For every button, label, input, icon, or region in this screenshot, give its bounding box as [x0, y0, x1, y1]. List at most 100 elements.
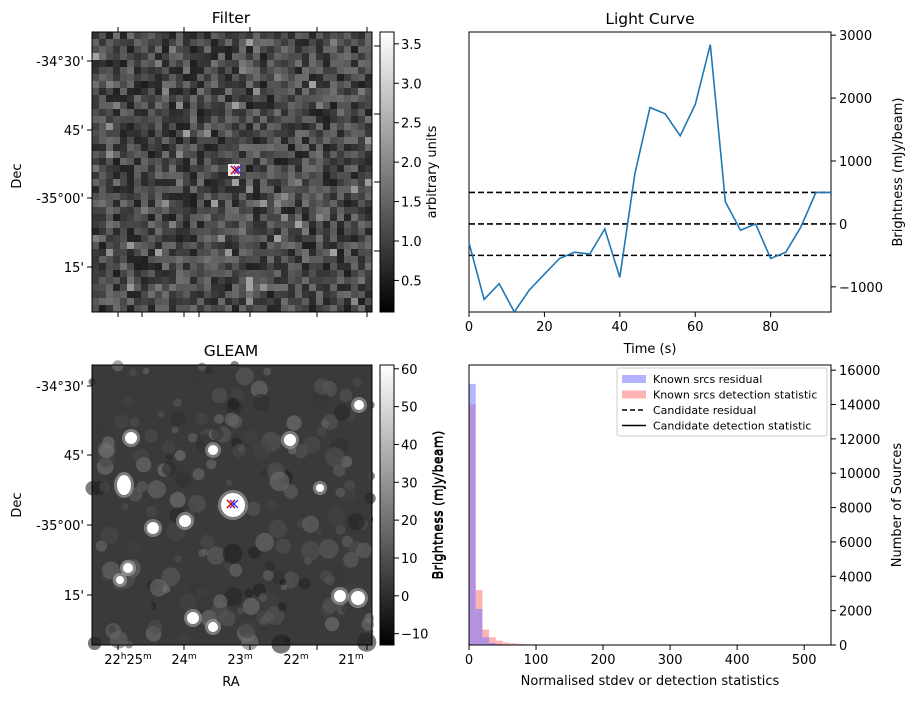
filter-pixel: [113, 214, 121, 222]
filter-pixel: [211, 32, 219, 40]
filter-pixel: [211, 235, 219, 243]
filter-pixel: [239, 242, 247, 250]
filter-pixel: [260, 88, 268, 96]
filter-pixel: [169, 67, 177, 75]
gleam-blob: [146, 506, 158, 518]
filter-pixel: [302, 291, 310, 299]
filter-pixel: [288, 263, 296, 271]
filter-pixel: [330, 291, 338, 299]
filter-pixel: [211, 305, 219, 313]
filter-pixel: [316, 179, 324, 187]
filter-pixel: [169, 39, 177, 47]
filter-pixel: [365, 277, 373, 285]
filter-pixel: [169, 298, 177, 306]
filter-pixel: [267, 95, 275, 103]
filter-pixel: [211, 193, 219, 201]
filter-pixel: [323, 130, 331, 138]
gleam-blob: [137, 481, 148, 492]
filter-pixel: [197, 277, 205, 285]
filter-pixel: [197, 249, 205, 257]
filter-pixel: [246, 74, 254, 82]
gleam-blob: [175, 556, 182, 563]
filter-pixel: [92, 88, 100, 96]
filter-pixel: [218, 193, 226, 201]
filter-pixel: [162, 74, 170, 82]
filter-pixel: [127, 53, 135, 61]
gleam-blob: [301, 541, 321, 561]
filter-pixel: [337, 270, 345, 278]
filter-pixel: [120, 179, 128, 187]
y-tick-label: 0: [839, 639, 847, 654]
filter-pixel: [309, 221, 317, 229]
filter-pixel: [141, 123, 149, 131]
gleam-panel: GLEAM -34°30' 45' -35°00' 15' 22h25m 24m…: [10, 342, 446, 690]
filter-pixel: [239, 284, 247, 292]
filter-pixel: [162, 165, 170, 173]
gleam-blob: [265, 561, 276, 572]
filter-pixel: [281, 186, 289, 194]
filter-pixel: [211, 186, 219, 194]
filter-pixel: [92, 256, 100, 264]
filter-pixel: [267, 67, 275, 75]
filter-pixel: [169, 256, 177, 264]
filter-pixel: [267, 60, 275, 68]
filter-pixel: [295, 123, 303, 131]
filter-pixel: [323, 32, 331, 40]
gleam-blob: [253, 440, 272, 459]
filter-pixel: [120, 200, 128, 208]
filter-pixel: [162, 81, 170, 89]
gleam-blob: [339, 389, 352, 402]
filter-pixel: [204, 46, 212, 54]
filter-pixel: [288, 158, 296, 166]
filter-pixel: [344, 158, 352, 166]
gleam-blob: [166, 453, 173, 460]
filter-pixel: [351, 88, 359, 96]
filter-ylabel: Dec: [10, 163, 25, 188]
filter-pixel: [99, 165, 107, 173]
filter-pixel: [148, 298, 156, 306]
filter-pixel: [316, 200, 324, 208]
filter-pixel: [267, 123, 275, 131]
filter-pixel: [134, 193, 142, 201]
colorbar-tick-label: 1.0: [401, 235, 422, 250]
filter-pixel: [225, 179, 233, 187]
filter-pixel: [218, 214, 226, 222]
filter-pixel: [232, 46, 240, 54]
filter-pixel: [267, 263, 275, 271]
filter-pixel: [148, 172, 156, 180]
filter-pixel: [253, 242, 261, 250]
filter-pixel: [218, 291, 226, 299]
filter-pixel: [162, 158, 170, 166]
filter-pixel: [162, 95, 170, 103]
filter-pixel: [99, 144, 107, 152]
filter-pixel: [197, 256, 205, 264]
gleam-blob: [348, 513, 365, 530]
filter-pixel: [148, 200, 156, 208]
filter-pixel: [309, 102, 317, 110]
filter-pixel: [351, 228, 359, 236]
gleam-blob: [341, 604, 351, 614]
filter-pixel: [337, 67, 345, 75]
filter-pixel: [218, 95, 226, 103]
filter-pixel: [274, 102, 282, 110]
filter-pixel: [246, 39, 254, 47]
filter-pixel: [274, 277, 282, 285]
gleam-blob: [303, 436, 320, 453]
filter-pixel: [337, 284, 345, 292]
filter-pixel: [274, 39, 282, 47]
filter-pixel: [106, 144, 114, 152]
filter-pixel: [274, 242, 282, 250]
filter-pixel: [113, 74, 121, 82]
filter-pixel: [253, 193, 261, 201]
filter-pixel: [204, 214, 212, 222]
gleam-blob: [302, 516, 319, 533]
filter-pixel: [344, 137, 352, 145]
filter-pixel: [225, 270, 233, 278]
gleam-blob: [173, 398, 182, 407]
filter-pixel: [134, 32, 142, 40]
filter-pixel: [169, 277, 177, 285]
filter-pixel: [323, 39, 331, 47]
filter-pixel: [330, 39, 338, 47]
filter-pixel: [162, 214, 170, 222]
filter-pixel: [127, 165, 135, 173]
